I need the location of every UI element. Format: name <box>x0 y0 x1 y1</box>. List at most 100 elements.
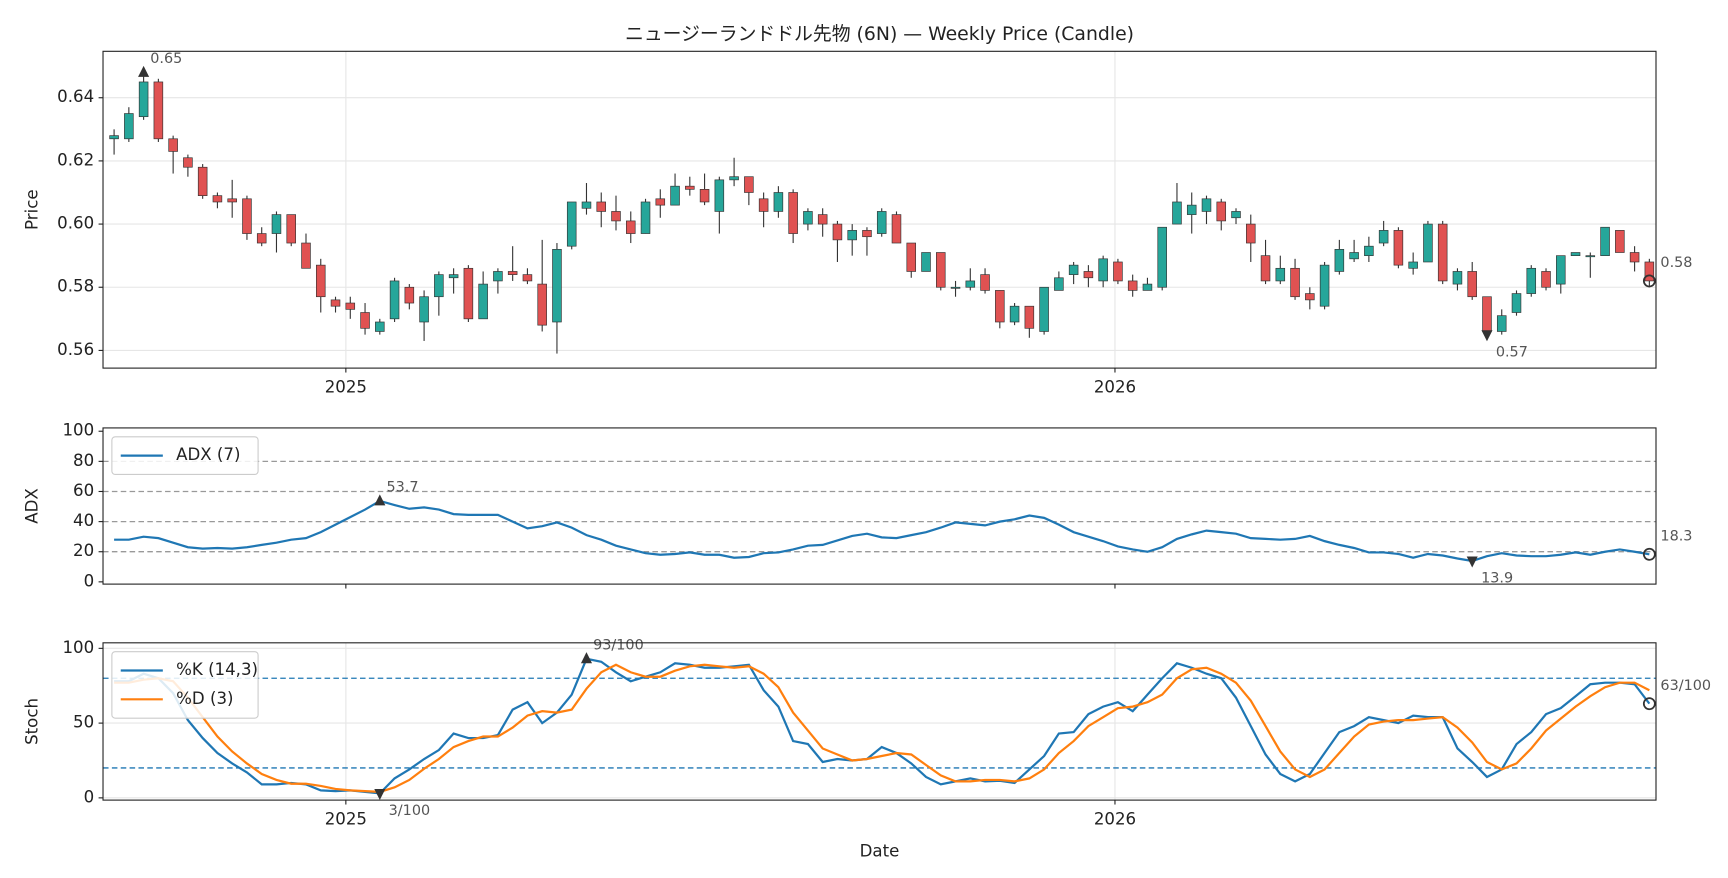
candle-body <box>1290 267 1300 298</box>
candle-body <box>817 214 828 225</box>
annotation-label: 93/100 <box>593 638 644 654</box>
max-marker <box>580 652 593 664</box>
candle-body <box>1127 280 1138 291</box>
candle-body <box>360 312 370 329</box>
candle-body <box>1393 230 1404 266</box>
line-series <box>114 499 1650 563</box>
candle-body <box>626 220 636 234</box>
candle-body <box>1644 261 1655 282</box>
candle-body <box>1349 252 1359 260</box>
candle-body <box>1039 286 1049 332</box>
last-marker <box>1642 274 1656 288</box>
min-marker <box>1466 556 1478 568</box>
candle-body <box>758 198 769 212</box>
candle-body <box>611 211 621 222</box>
candle-body <box>434 274 444 298</box>
candle-body <box>1437 223 1448 282</box>
x-tick-label: 2026 <box>1094 810 1136 829</box>
legend-label: ADX (7) <box>176 445 240 464</box>
y-tick-label: 0 <box>84 787 95 806</box>
y-axis-label: Price <box>23 189 42 230</box>
plot-frame <box>102 642 1657 801</box>
candle-body <box>788 192 798 234</box>
candle-body <box>862 230 872 238</box>
candle-body <box>1186 204 1197 215</box>
last-marker <box>1642 697 1656 711</box>
candle-body <box>832 223 843 241</box>
candle-body <box>1260 255 1271 282</box>
candle-body <box>699 189 710 203</box>
candle-body <box>1452 271 1463 285</box>
line-series <box>114 663 1650 794</box>
candle-body <box>1246 223 1256 244</box>
candle-body <box>965 280 976 288</box>
candle-body <box>876 211 887 234</box>
candle-body <box>1423 223 1433 263</box>
candle-body <box>1098 258 1108 282</box>
annotation-label: 13.9 <box>1481 571 1513 587</box>
candle-body <box>478 283 488 320</box>
candle-body <box>1334 249 1345 272</box>
candle-body <box>168 138 178 152</box>
candle-body <box>640 201 651 234</box>
candle-body <box>404 286 415 304</box>
candle-body <box>1083 271 1094 279</box>
candle-body <box>1585 255 1596 258</box>
candle-body <box>1600 226 1610 256</box>
candle-body <box>1305 293 1315 301</box>
x-axis-label: Date <box>860 842 900 861</box>
candle-body <box>847 230 857 241</box>
annotation-label: 63/100 <box>1660 678 1711 694</box>
candle-body <box>507 271 518 275</box>
candle-body <box>1556 255 1566 285</box>
candle-body <box>744 176 754 193</box>
candle-body <box>375 321 385 332</box>
candle-body <box>714 179 725 212</box>
min-marker <box>1481 330 1493 342</box>
x-tick-label: 2025 <box>325 378 367 397</box>
plot-frame <box>102 50 1657 369</box>
candle-body <box>1511 293 1522 313</box>
candle-body <box>124 113 134 140</box>
candle-body <box>1275 267 1286 282</box>
candle-body <box>566 201 577 247</box>
candle-body <box>729 176 739 181</box>
candle-body <box>1054 277 1064 291</box>
candle-body <box>197 166 208 196</box>
candle-body <box>1408 261 1418 269</box>
y-tick-label: 60 <box>73 481 94 500</box>
candle-body <box>1482 296 1492 332</box>
annotation-label: 0.57 <box>1496 344 1528 360</box>
legend-box <box>111 651 259 719</box>
y-tick-label: 20 <box>73 541 94 560</box>
max-marker <box>138 65 150 77</box>
candle-body <box>1541 271 1551 288</box>
candle-body <box>153 81 164 140</box>
candle-body <box>212 195 223 203</box>
plot-frame <box>102 427 1657 585</box>
candle-body <box>773 192 784 212</box>
candle-body <box>242 198 252 234</box>
candle-body <box>906 242 917 272</box>
candle-body <box>493 271 503 282</box>
chart-title: ニュージーランドドル先物 (6N) — Weekly Price (Candle… <box>625 23 1134 45</box>
candle-body <box>256 233 267 244</box>
last-marker <box>1642 547 1656 561</box>
candle-body <box>685 185 695 190</box>
y-tick-label: 0.60 <box>57 214 94 233</box>
candle-body <box>463 267 474 320</box>
candle-body <box>330 299 341 307</box>
annotation-label: 18.3 <box>1660 529 1692 545</box>
candle-body <box>1570 252 1581 256</box>
candle-body <box>980 274 990 291</box>
legend-box <box>111 436 259 475</box>
candle-body <box>1629 252 1640 263</box>
legend-label: %K (14,3) <box>176 660 258 679</box>
candle-body <box>921 252 931 272</box>
candle-body <box>109 135 119 140</box>
candle-body <box>1615 230 1625 253</box>
candle-body <box>581 201 592 209</box>
candle-body <box>537 283 547 326</box>
y-axis-label: ADX <box>23 488 42 524</box>
